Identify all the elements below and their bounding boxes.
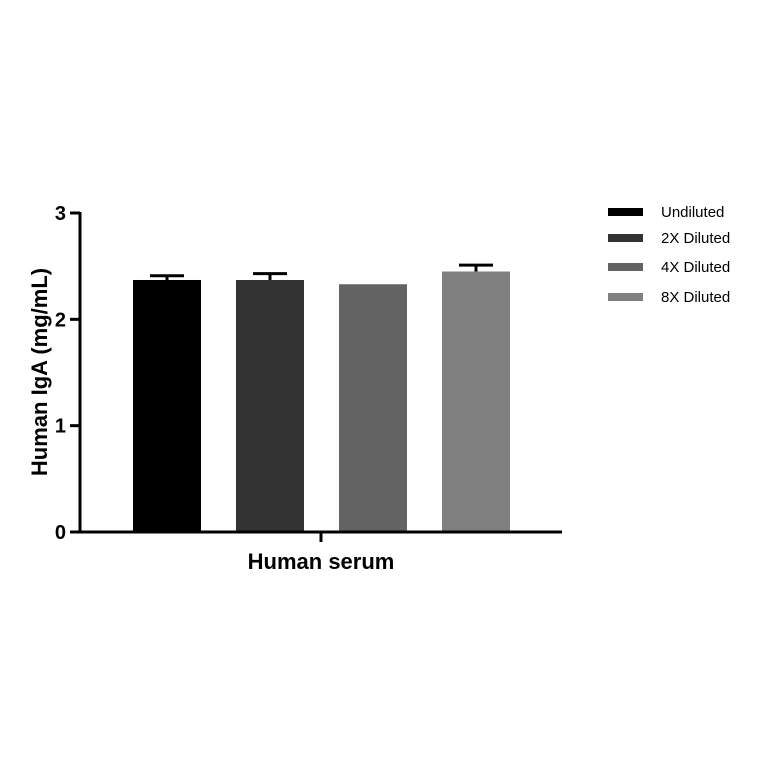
legend-label: 4X Diluted [661, 259, 730, 276]
y-tick-label: 1 [55, 416, 66, 438]
legend-swatch [608, 263, 643, 271]
x-axis-label: Human serum [248, 549, 395, 574]
bar-8x-diluted [442, 271, 510, 532]
legend-label: 8X Diluted [661, 289, 730, 306]
bar-2x-diluted [236, 279, 304, 532]
bar-4x-diluted [339, 284, 407, 532]
y-tick-label: 2 [55, 309, 66, 331]
legend-label: 2X Diluted [661, 230, 730, 247]
legend-swatch [608, 234, 643, 242]
y-tick-label: 3 [55, 203, 66, 225]
legend-swatch [608, 208, 643, 216]
y-tick-label: 0 [55, 522, 66, 544]
y-axis-label: Human IgA (mg/mL) [27, 268, 52, 476]
legend-swatch [608, 293, 643, 301]
legend-label: Undiluted [661, 204, 724, 221]
bar-undiluted [133, 279, 201, 532]
